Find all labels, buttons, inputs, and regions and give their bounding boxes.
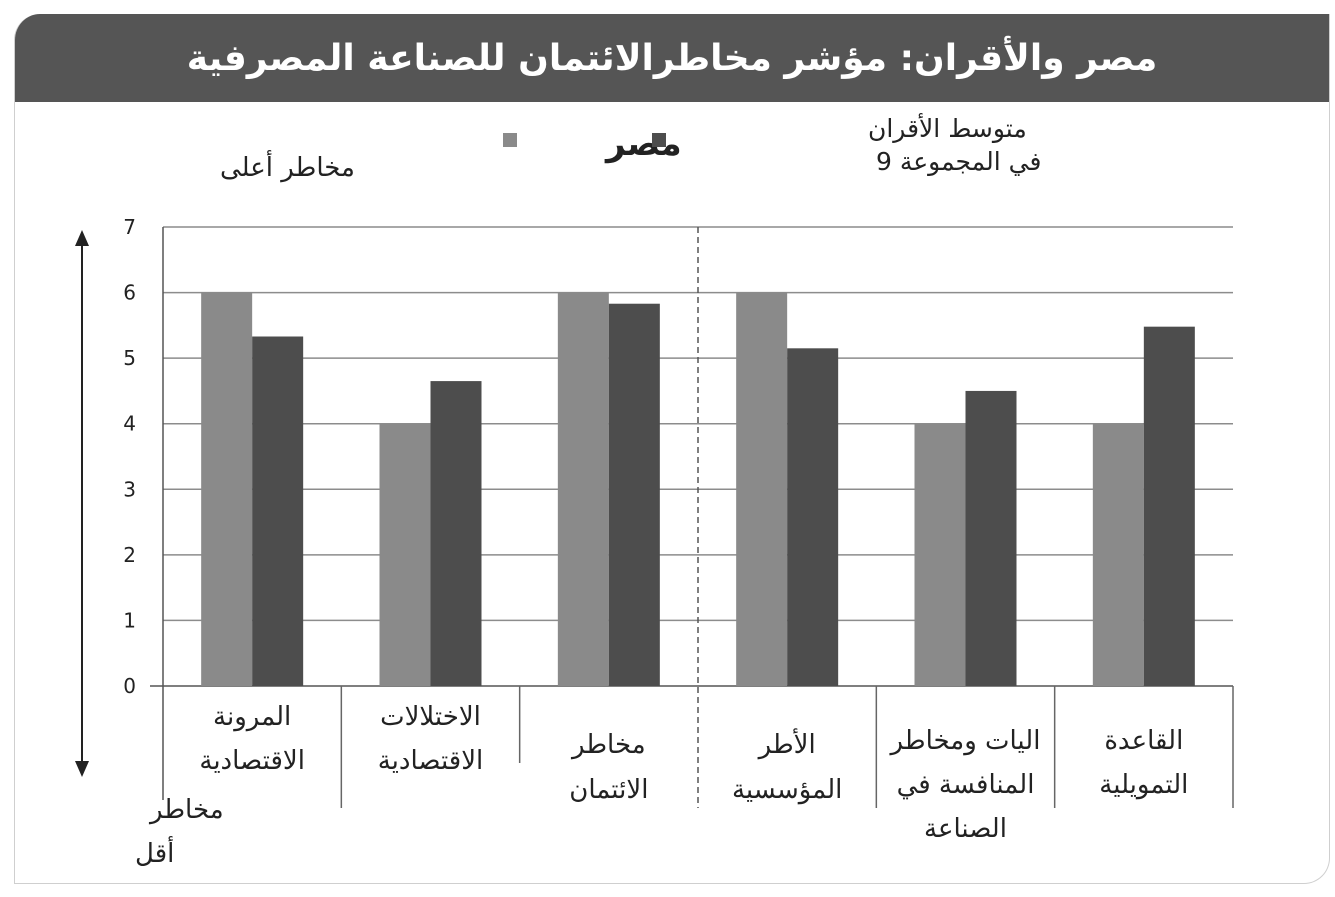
- bar-peers: [252, 336, 304, 686]
- bar-peers: [787, 348, 839, 686]
- y-tick-label: 3: [123, 477, 136, 501]
- x-category-label: المؤسسية: [732, 775, 842, 805]
- legend-swatch-egypt: [503, 133, 517, 147]
- legend-label-peers-line2: في المجموعة 9: [876, 147, 1041, 176]
- legend-label-peers-line1: متوسط الأقران: [868, 112, 1027, 143]
- bar-egypt: [379, 423, 431, 686]
- bar-peers: [608, 303, 660, 686]
- x-category-label: الاقتصادية: [199, 746, 305, 776]
- x-category-label: المرونة: [213, 702, 291, 732]
- y-tick-label: 1: [123, 608, 136, 632]
- x-category-label: الأطر: [757, 727, 816, 760]
- legend-label-egypt: مصر: [604, 124, 682, 164]
- bar-peers: [1143, 326, 1195, 686]
- arrow-up-icon: [75, 230, 89, 246]
- bar-egypt: [914, 423, 966, 686]
- y-tick-label: 0: [123, 674, 136, 698]
- legend-swatch-peers: [652, 133, 666, 147]
- lower-risk-label-line1: مخاطر: [148, 795, 224, 825]
- x-category-label: المنافسة في: [897, 770, 1035, 800]
- bar-egypt: [1092, 423, 1144, 686]
- bar-egypt: [736, 292, 788, 686]
- y-tick-label: 2: [123, 543, 136, 567]
- x-category-label: الاختلالات: [380, 702, 481, 732]
- higher-risk-label: مخاطر أعلى: [220, 149, 355, 183]
- y-tick-label: 6: [123, 281, 136, 305]
- y-tick-label: 5: [123, 346, 136, 370]
- lower-risk-label-line2: أقل: [135, 835, 174, 869]
- bar-peers: [965, 390, 1017, 686]
- chart-title: مصر والأقران: مؤشر مخاطرالائتمان للصناعة…: [15, 14, 1329, 102]
- y-tick-label: 7: [123, 215, 136, 239]
- x-category-label: الاقتصادية: [378, 746, 484, 776]
- bar-egypt: [557, 292, 609, 686]
- arrow-down-icon: [75, 761, 89, 777]
- x-category-label: القاعدة: [1104, 726, 1183, 756]
- x-category-label: التمويلية: [1099, 770, 1188, 800]
- y-tick-label: 4: [123, 412, 136, 436]
- x-category-label: الصناعة: [924, 814, 1007, 844]
- bar-egypt: [201, 292, 253, 686]
- x-category-label: الائتمان: [569, 775, 648, 805]
- bar-peers: [430, 381, 482, 686]
- x-category-label: اليات ومخاطر: [889, 726, 1041, 756]
- x-category-label: مخاطر: [570, 730, 646, 760]
